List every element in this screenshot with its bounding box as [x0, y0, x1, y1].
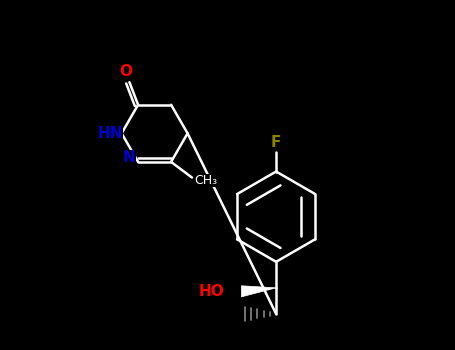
Polygon shape [242, 286, 276, 297]
Text: HO: HO [198, 284, 224, 299]
Text: N: N [123, 150, 136, 165]
Text: F: F [271, 135, 281, 150]
Text: CH₃: CH₃ [195, 175, 218, 188]
Text: HN: HN [98, 126, 123, 141]
Text: O: O [119, 64, 132, 79]
